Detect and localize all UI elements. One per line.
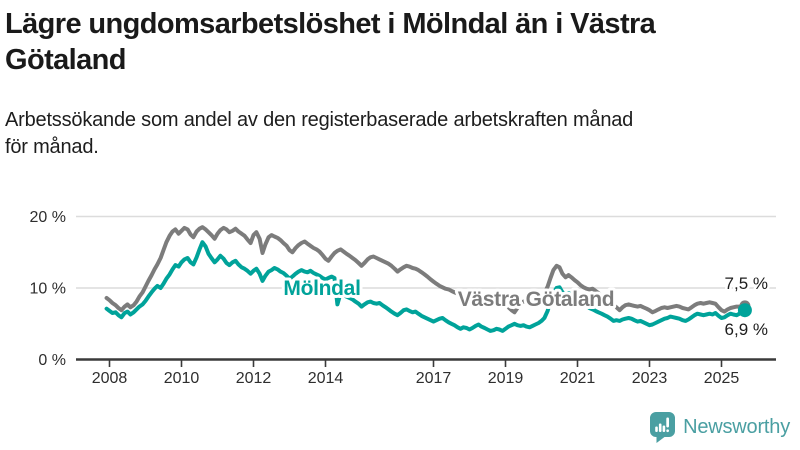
x-axis-tick-label: 2014 (308, 370, 344, 387)
x-axis-tick-label: 2021 (560, 370, 596, 387)
series-line (104, 225, 747, 315)
newsworthy-logo: Newsworthy (648, 411, 790, 444)
y-axis-tick-label: 0 % (38, 352, 66, 369)
y-axis-tick-label: 10 % (30, 281, 66, 298)
x-axis-tick-label: 2025 (704, 370, 740, 387)
series-end-value-label: 7,5 % (725, 274, 768, 293)
logo-bar-medium (662, 425, 666, 432)
chart-area: 2008 2010 2012 2014 2017 2019 2021 2023 2025 0 % 1… (0, 195, 800, 450)
series-line (104, 240, 747, 333)
series-end-dot (737, 303, 752, 318)
x-axis-tick-label: 2010 (164, 370, 200, 387)
chart-subtitle: Arbetssökande som andel av den registerb… (5, 109, 634, 158)
series-label: Västra Götaland (458, 288, 615, 311)
y-axis-tick-label: 20 % (30, 209, 66, 226)
x-axis-tick-label: 2012 (236, 370, 272, 387)
x-axis-tick-label: 2023 (632, 370, 668, 387)
series-label: Västra Götaland (458, 288, 615, 311)
x-axis-tick-label: 2017 (416, 370, 452, 387)
brand-name: Newsworthy (683, 416, 790, 438)
x-axis-tick-label: 2019 (488, 370, 524, 387)
logo-bar-tall (658, 423, 662, 432)
series-label: Mölndal (283, 277, 360, 300)
logo-exclamation-dot (666, 429, 670, 433)
x-axis-tick-label: 2008 (92, 370, 128, 387)
series-end-value-label: 6,9 % (725, 320, 768, 339)
chart-header: Lägre ungdomsarbetslöshet i Mölndal än i… (5, 6, 795, 161)
unemployment-line-chart: 2008 2010 2012 2014 2017 2019 2021 2023 2025 0 % 1… (30, 209, 776, 387)
series-end-value-label: 7,5 % (725, 274, 768, 293)
logo-bar-small (655, 426, 658, 432)
series-end-value-label: 6,9 % (725, 320, 768, 339)
logo-exclamation-bar (666, 417, 670, 428)
page-title: Lägre ungdomsarbetslöshet i Mölndal än i… (5, 8, 656, 76)
series-label: Mölndal (283, 277, 360, 300)
newsworthy-logo-icon (650, 412, 676, 443)
